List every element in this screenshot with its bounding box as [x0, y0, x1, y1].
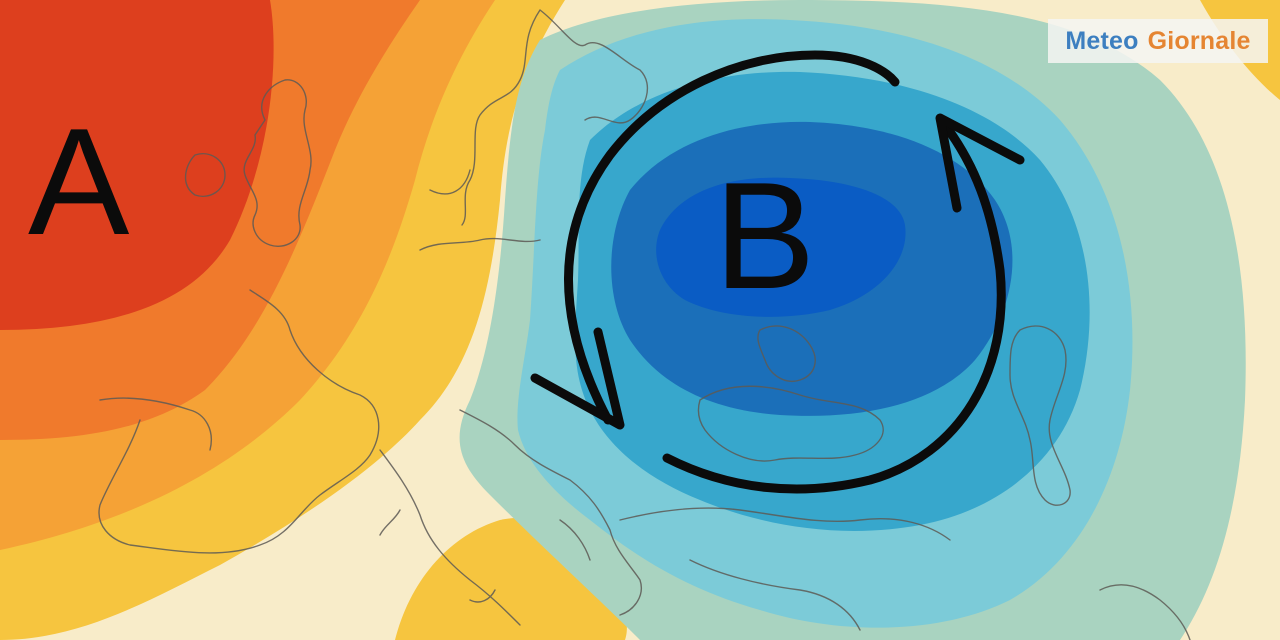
- arrowhead-top: [530, 327, 625, 430]
- rotation-arc-bottom: [662, 120, 1006, 494]
- low-pressure-label: B: [714, 151, 816, 321]
- rotation-arc-top: [564, 50, 900, 425]
- coastlines: [98, 9, 1191, 640]
- rotation-arrows: [530, 50, 1025, 494]
- warm-zone-high-core: [0, 0, 274, 330]
- logo-word-meteo: Meteo: [1065, 26, 1139, 55]
- logo-word-giornale: Giornale: [1147, 26, 1251, 55]
- cold-zone-center: [656, 177, 906, 317]
- arrowhead-bottom: [935, 113, 1025, 213]
- high-pressure-label: A: [28, 97, 130, 267]
- meteo-giornale-logo: Meteo Giornale: [1048, 19, 1268, 63]
